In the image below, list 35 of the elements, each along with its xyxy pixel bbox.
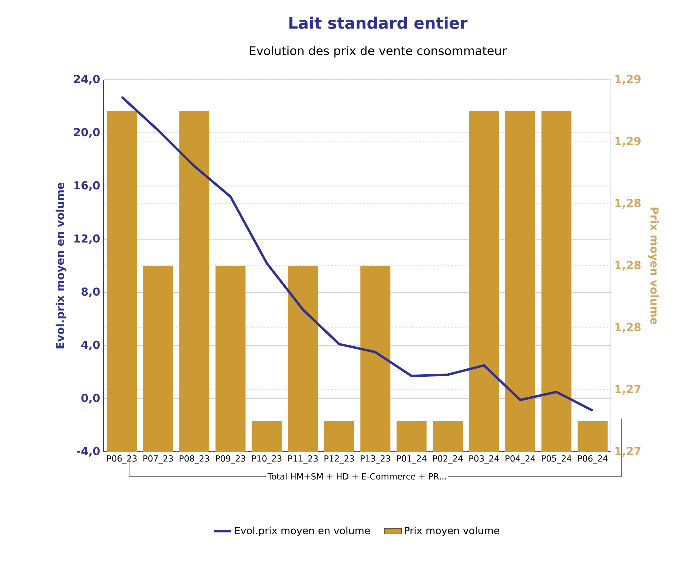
y2-tick-label: 1,27 xyxy=(616,385,641,395)
y-tick-label: 8,0 xyxy=(82,288,100,298)
x-tick-label: P02_24 xyxy=(433,456,463,464)
x-tick-label: P07_23 xyxy=(144,456,174,464)
x-tick-label: P11_23 xyxy=(288,456,318,464)
chart-subtitle: Evolution des prix de vente consommateur xyxy=(250,46,508,58)
x-tick-label: P04_24 xyxy=(506,456,536,464)
x-tick-label: P13_23 xyxy=(360,456,390,464)
y2-axis-title: Prix moyen volume xyxy=(648,208,660,325)
x-tick-label: P05_24 xyxy=(542,456,572,464)
y-tick-label: 0,0 xyxy=(82,394,100,404)
y-tick-label: 12,0 xyxy=(74,234,100,244)
y-tick-label: 20,0 xyxy=(74,128,100,138)
legend-label: Evol.prix moyen en volume xyxy=(235,526,370,536)
chart-title: Lait standard entier xyxy=(290,16,468,30)
text: Total HM+SM + HD + E-Commerce + PR... xyxy=(268,473,446,480)
y2-tick-label: 1,29 xyxy=(616,75,641,85)
x-tick-label: P12_23 xyxy=(324,456,354,464)
x-tick-label: P08_23 xyxy=(180,456,210,464)
y2-tick-label: 1,28 xyxy=(616,323,641,333)
line-series xyxy=(120,96,594,412)
x-tick-label: P10_23 xyxy=(252,456,282,464)
y-tick-label: -4,0 xyxy=(77,447,100,457)
x-tick-label: P06_24 xyxy=(578,456,608,464)
y-tick-label: 4,0 xyxy=(82,340,100,351)
x-tick-label: P09_23 xyxy=(216,456,246,464)
x-tick-label: P03_24 xyxy=(470,456,500,464)
y2-tick-label: 1,29 xyxy=(616,137,641,147)
y-axis-title: Evol.prix moyen en volume xyxy=(56,182,67,349)
x-tick-label: P01_24 xyxy=(397,456,427,464)
y-tick-label: 16,0 xyxy=(74,181,100,192)
y2-tick-label: 1,28 xyxy=(616,199,641,209)
legend-label: Prix moyen volume xyxy=(405,526,500,536)
y2-tick-label: 1,28 xyxy=(616,261,641,271)
y-tick-label: 24,0 xyxy=(74,75,100,85)
